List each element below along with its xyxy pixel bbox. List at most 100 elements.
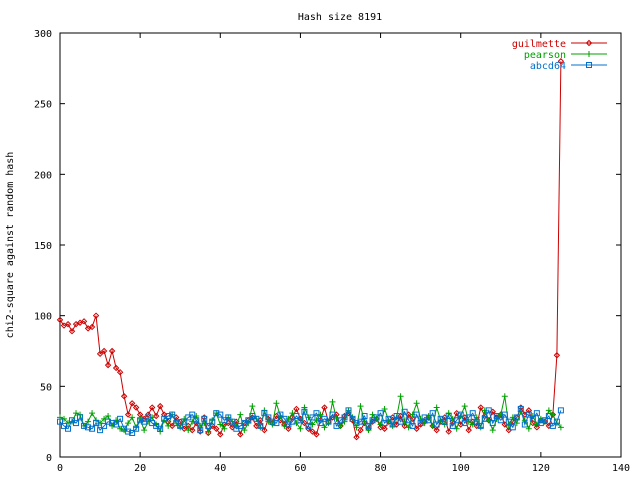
data-point-abcd64 — [361, 413, 368, 420]
data-point-pearson — [357, 403, 364, 410]
data-point-abcd64 — [297, 417, 304, 424]
chart-title: Hash size 8191 — [298, 12, 382, 23]
data-point-abcd64 — [277, 411, 284, 418]
data-point-abcd64 — [225, 414, 232, 421]
y-tick-label: 200 — [34, 170, 52, 181]
data-point-guilmette — [88, 323, 96, 331]
data-point-abcd64 — [117, 415, 124, 422]
x-tick-label: 40 — [214, 463, 226, 474]
data-point-guilmette — [124, 411, 132, 418]
data-point-guilmette — [377, 424, 384, 431]
data-point-pearson — [85, 418, 92, 425]
data-point-guilmette — [293, 405, 300, 413]
data-point-abcd64 — [229, 418, 236, 425]
data-point-pearson — [237, 411, 244, 418]
data-point-guilmette — [156, 402, 164, 410]
data-point-abcd64 — [349, 415, 356, 422]
data-point-abcd64 — [505, 418, 512, 425]
data-point-abcd64 — [133, 425, 140, 432]
data-point-guilmette — [465, 426, 472, 434]
y-tick-label: 100 — [34, 312, 52, 323]
data-point-abcd64 — [373, 414, 380, 421]
data-point-abcd64 — [57, 418, 63, 425]
data-point-guilmette — [104, 361, 112, 369]
y-tick-label: 150 — [34, 241, 52, 252]
data-point-abcd64 — [157, 425, 164, 432]
data-point-abcd64 — [189, 411, 196, 418]
data-point-abcd64 — [105, 418, 112, 425]
data-point-abcd64 — [329, 411, 336, 418]
data-point-pearson — [297, 425, 304, 432]
data-point-abcd64 — [281, 415, 288, 422]
data-point-abcd64 — [129, 429, 136, 436]
data-point-pearson — [217, 421, 224, 428]
data-point-abcd64 — [517, 405, 524, 412]
data-point-abcd64 — [469, 410, 476, 417]
data-point-abcd64 — [257, 422, 264, 429]
data-point-pearson — [525, 425, 532, 432]
data-point-abcd64 — [201, 415, 208, 422]
data-point-pearson — [329, 398, 336, 405]
data-point-abcd64 — [445, 413, 452, 420]
data-point-abcd64 — [397, 418, 404, 425]
series-group — [56, 58, 565, 441]
data-point-guilmette — [305, 425, 312, 432]
data-point-abcd64 — [465, 414, 472, 421]
data-point-abcd64 — [193, 417, 200, 424]
data-point-abcd64 — [301, 408, 308, 415]
data-point-guilmette — [213, 425, 220, 432]
data-point-abcd64 — [273, 420, 280, 427]
data-point-abcd64 — [557, 407, 564, 414]
data-point-abcd64 — [89, 425, 96, 432]
data-point-abcd64 — [481, 415, 488, 422]
data-point-guilmette — [96, 350, 104, 358]
data-point-guilmette — [120, 393, 128, 400]
data-point-abcd64 — [525, 411, 532, 418]
plot-frame — [59, 32, 622, 458]
data-point-guilmette — [56, 316, 64, 324]
series-guilmette — [56, 58, 565, 441]
x-tick-label: 100 — [452, 463, 470, 474]
data-point-abcd64 — [545, 413, 552, 420]
data-point-abcd64 — [413, 411, 420, 418]
data-point-pearson — [501, 393, 508, 400]
data-point-abcd64 — [521, 421, 528, 428]
x-tick-label: 140 — [612, 463, 630, 474]
data-point-abcd64 — [165, 413, 172, 420]
data-point-guilmette — [553, 352, 561, 359]
data-point-guilmette — [128, 400, 136, 407]
data-point-abcd64 — [253, 415, 260, 422]
data-point-guilmette — [116, 368, 124, 376]
data-point-guilmette — [64, 320, 72, 328]
data-point-abcd64 — [381, 420, 388, 427]
data-point-abcd64 — [529, 415, 536, 422]
data-point-abcd64 — [389, 421, 396, 428]
y-tick-label: 0 — [46, 453, 52, 464]
data-point-guilmette — [205, 429, 212, 437]
data-point-abcd64 — [213, 410, 220, 417]
data-point-pearson — [557, 424, 564, 431]
data-point-abcd64 — [265, 414, 272, 421]
legend-label: guilmette — [512, 39, 566, 50]
data-point-abcd64 — [65, 425, 72, 432]
data-point-abcd64 — [553, 418, 560, 425]
data-point-abcd64 — [289, 418, 296, 425]
data-point-abcd64 — [245, 417, 252, 424]
data-point-guilmette — [309, 428, 316, 435]
data-point-guilmette — [557, 58, 565, 65]
data-point-abcd64 — [533, 410, 540, 417]
y-tick-label: 250 — [34, 100, 52, 111]
data-point-guilmette — [313, 431, 320, 438]
data-point-pearson — [241, 427, 248, 434]
data-point-abcd64 — [145, 414, 152, 421]
data-point-abcd64 — [417, 420, 424, 427]
y-axis-label: chi2-square against random hash — [5, 152, 16, 339]
data-point-abcd64 — [409, 422, 416, 429]
data-point-guilmette — [381, 425, 388, 432]
x-tick-label: 60 — [294, 463, 306, 474]
data-point-pearson — [433, 404, 440, 411]
data-point-abcd64 — [385, 415, 392, 422]
data-point-abcd64 — [453, 417, 460, 424]
